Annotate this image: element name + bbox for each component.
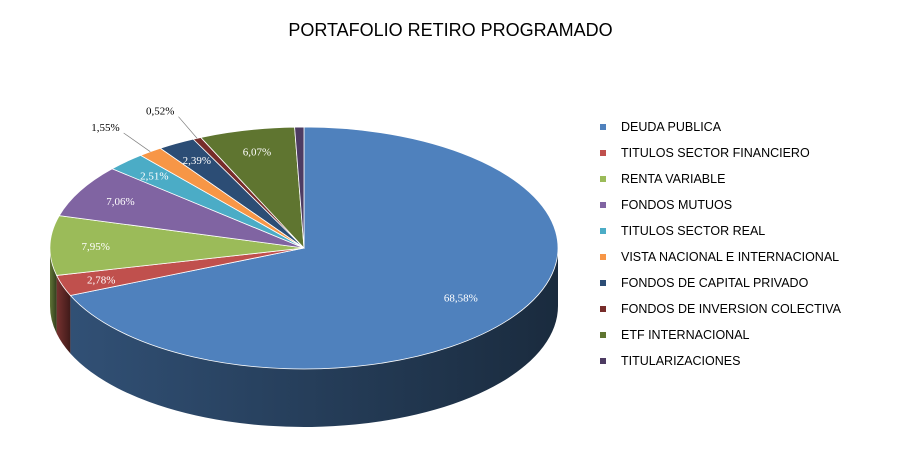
pie-label-1: 68,58%	[444, 292, 478, 304]
legend-label: VISTA NACIONAL E INTERNACIONAL	[621, 250, 840, 264]
legend-swatch	[600, 228, 606, 234]
pie-slice-1	[69, 126, 559, 370]
pie-label-3: 7,95%	[82, 241, 110, 253]
legend-swatch	[600, 358, 606, 364]
legend-item-2: TITULOS SECTOR FINANCIERO	[600, 140, 841, 166]
legend-item-9: ETF INTERNACIONAL	[600, 322, 841, 348]
legend-item-4: FONDOS MUTUOS	[600, 192, 841, 218]
legend-item-1: DEUDA PUBLICA	[600, 114, 841, 140]
pie-side-2	[56, 275, 71, 354]
legend-label: RENTA VARIABLE	[621, 172, 726, 186]
pie-slice-10	[294, 126, 305, 249]
legend-label: TITULOS SECTOR REAL	[621, 224, 766, 238]
pie-label-5: 2,51%	[140, 171, 168, 183]
legend-label: ETF INTERNACIONAL	[621, 328, 750, 342]
pie-slices	[49, 126, 559, 370]
legend-swatch	[600, 280, 606, 286]
pie-label-8: 0,52%	[146, 106, 174, 118]
pie-side-1	[70, 248, 558, 427]
legend-item-8: FONDOS DE INVERSION COLECTIVA	[600, 296, 841, 322]
legend-swatch	[600, 150, 606, 156]
legend-label: DEUDA PUBLICA	[621, 120, 722, 134]
legend-swatch	[600, 332, 606, 338]
legend-item-6: VISTA NACIONAL E INTERNACIONAL	[600, 244, 841, 270]
legend-label: FONDOS DE CAPITAL PRIVADO	[621, 276, 809, 290]
pie-side-3	[50, 248, 57, 334]
legend-item-5: TITULOS SECTOR REAL	[600, 218, 841, 244]
chart-legend: DEUDA PUBLICA TITULOS SECTOR FINANCIERO RE…	[600, 114, 841, 374]
legend-item-3: RENTA VARIABLE	[600, 166, 841, 192]
pie-slice-3	[49, 215, 305, 276]
legend-item-10: TITULARIZACIONES	[600, 348, 841, 374]
pie-label-9: 6,07%	[243, 146, 271, 158]
pie-leader-6	[123, 132, 151, 152]
legend-swatch	[600, 254, 606, 260]
legend-item-7: FONDOS DE CAPITAL PRIVADO	[600, 270, 841, 296]
pie-label-7: 2,39%	[183, 155, 211, 167]
pie-label-4: 7,06%	[106, 196, 134, 208]
legend-label: FONDOS DE INVERSION COLECTIVA	[621, 302, 841, 316]
pie-slice-4	[58, 168, 305, 249]
legend-swatch	[600, 202, 606, 208]
pie-side-walls	[50, 248, 558, 427]
pie-label-2: 2,78%	[87, 275, 115, 287]
pie-label-6: 1,55%	[91, 122, 119, 134]
legend-label: TITULARIZACIONES	[621, 354, 741, 368]
legend-swatch	[600, 124, 606, 130]
pie-labels: 68,58% 2,78% 7,95% 7,06% 2,51% 1,55% 2,39% 0,52…	[82, 106, 478, 305]
chart-title: PORTAFOLIO RETIRO PROGRAMADO	[288, 20, 613, 40]
legend-swatch	[600, 306, 606, 312]
pie-leader-8	[178, 116, 198, 139]
legend-label: FONDOS MUTUOS	[621, 198, 733, 212]
legend-label: TITULOS SECTOR FINANCIERO	[621, 146, 810, 160]
legend-swatch	[600, 176, 606, 182]
